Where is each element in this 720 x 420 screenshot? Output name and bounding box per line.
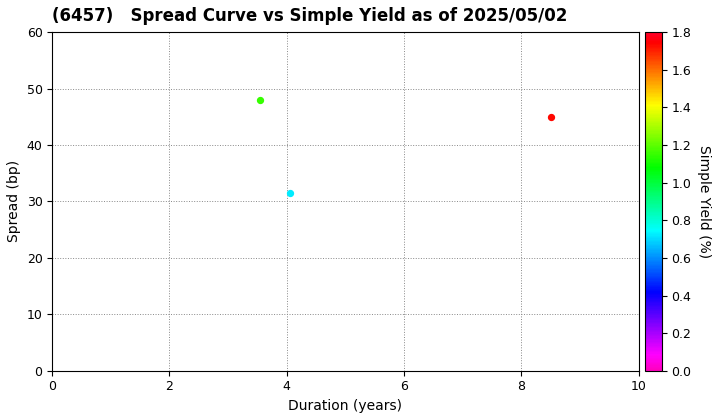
Point <box>284 189 295 196</box>
Y-axis label: Simple Yield (%): Simple Yield (%) <box>697 145 711 258</box>
Text: (6457)   Spread Curve vs Simple Yield as of 2025/05/02: (6457) Spread Curve vs Simple Yield as o… <box>53 7 567 25</box>
Y-axis label: Spread (bp): Spread (bp) <box>7 160 21 242</box>
Point <box>545 113 557 120</box>
Point <box>255 97 266 103</box>
X-axis label: Duration (years): Duration (years) <box>289 399 402 413</box>
